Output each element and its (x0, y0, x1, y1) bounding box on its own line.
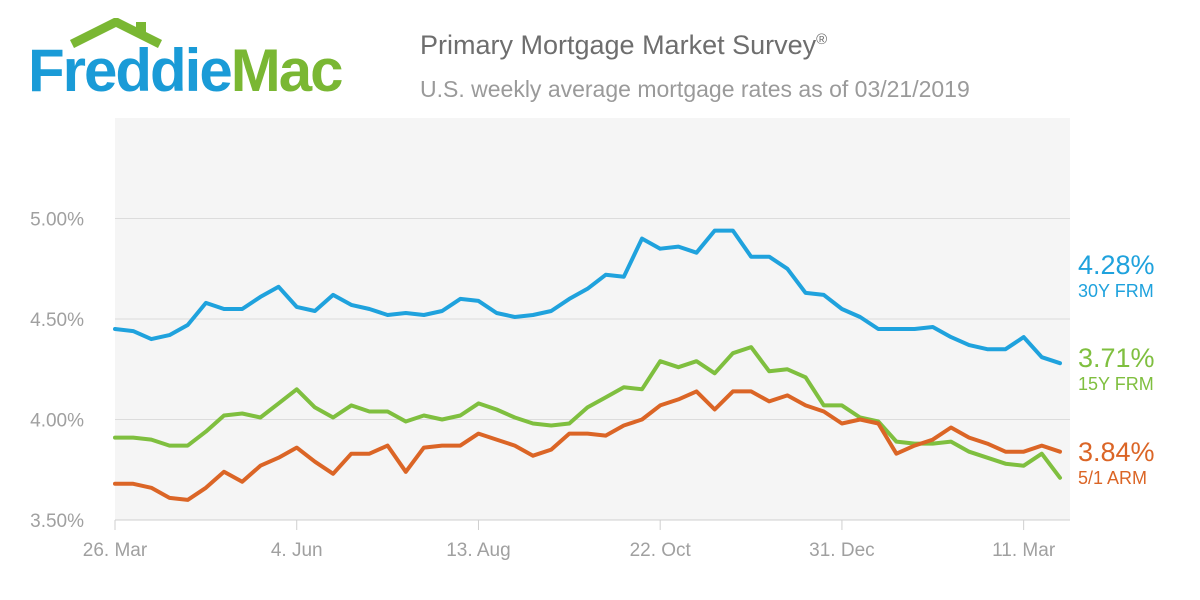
label-5-1-arm-value: 3.84% (1078, 437, 1155, 467)
chart-subtitle: U.S. weekly average mortgage rates as of… (420, 76, 970, 102)
series-line-30y-frm (113, 228, 1062, 366)
x-tick-label: 4. Jun (271, 540, 323, 561)
house-roof-icon (69, 18, 163, 48)
y-tick-label: 4.00% (30, 411, 84, 432)
chart-title: Primary Mortgage Market Survey® (420, 30, 827, 61)
y-tick-label: 5.00% (30, 210, 84, 231)
series-line-5-1-arm (113, 389, 1062, 502)
label-30y-frm-name: 30Y FRM (1078, 281, 1154, 301)
label-5-1-arm: 3.84% 5/1 ARM (1078, 437, 1155, 489)
x-tick-label: 22. Oct (630, 540, 692, 561)
registered-mark: ® (816, 31, 828, 48)
x-tick-label: 13. Aug (446, 540, 510, 561)
label-15y-frm-value: 3.71% (1078, 343, 1155, 373)
logo-mac: Mac (230, 37, 344, 104)
label-15y-frm-name: 15Y FRM (1078, 374, 1154, 394)
label-30y-frm-value: 4.28% (1078, 250, 1155, 280)
chart-title-text: Primary Mortgage Market Survey (420, 30, 817, 60)
y-tick-label: 4.50% (30, 310, 84, 331)
logo-wordmark: FreddieMac (28, 36, 344, 105)
y-tick-label: 3.50% (30, 511, 84, 532)
label-5-1-arm-name: 5/1 ARM (1078, 468, 1148, 488)
series-line-15y-frm (113, 345, 1062, 480)
freddie-mac-logo: FreddieMac (28, 18, 378, 108)
label-30y-frm: 4.28% 30Y FRM (1078, 250, 1155, 302)
label-15y-frm: 3.71% 15Y FRM (1078, 343, 1155, 395)
x-tick-label: 26. Mar (83, 540, 148, 561)
x-tick-label: 31. Dec (809, 540, 874, 561)
x-tick-label: 11. Mar (992, 540, 1056, 561)
logo-freddie: Freddie (28, 37, 233, 104)
